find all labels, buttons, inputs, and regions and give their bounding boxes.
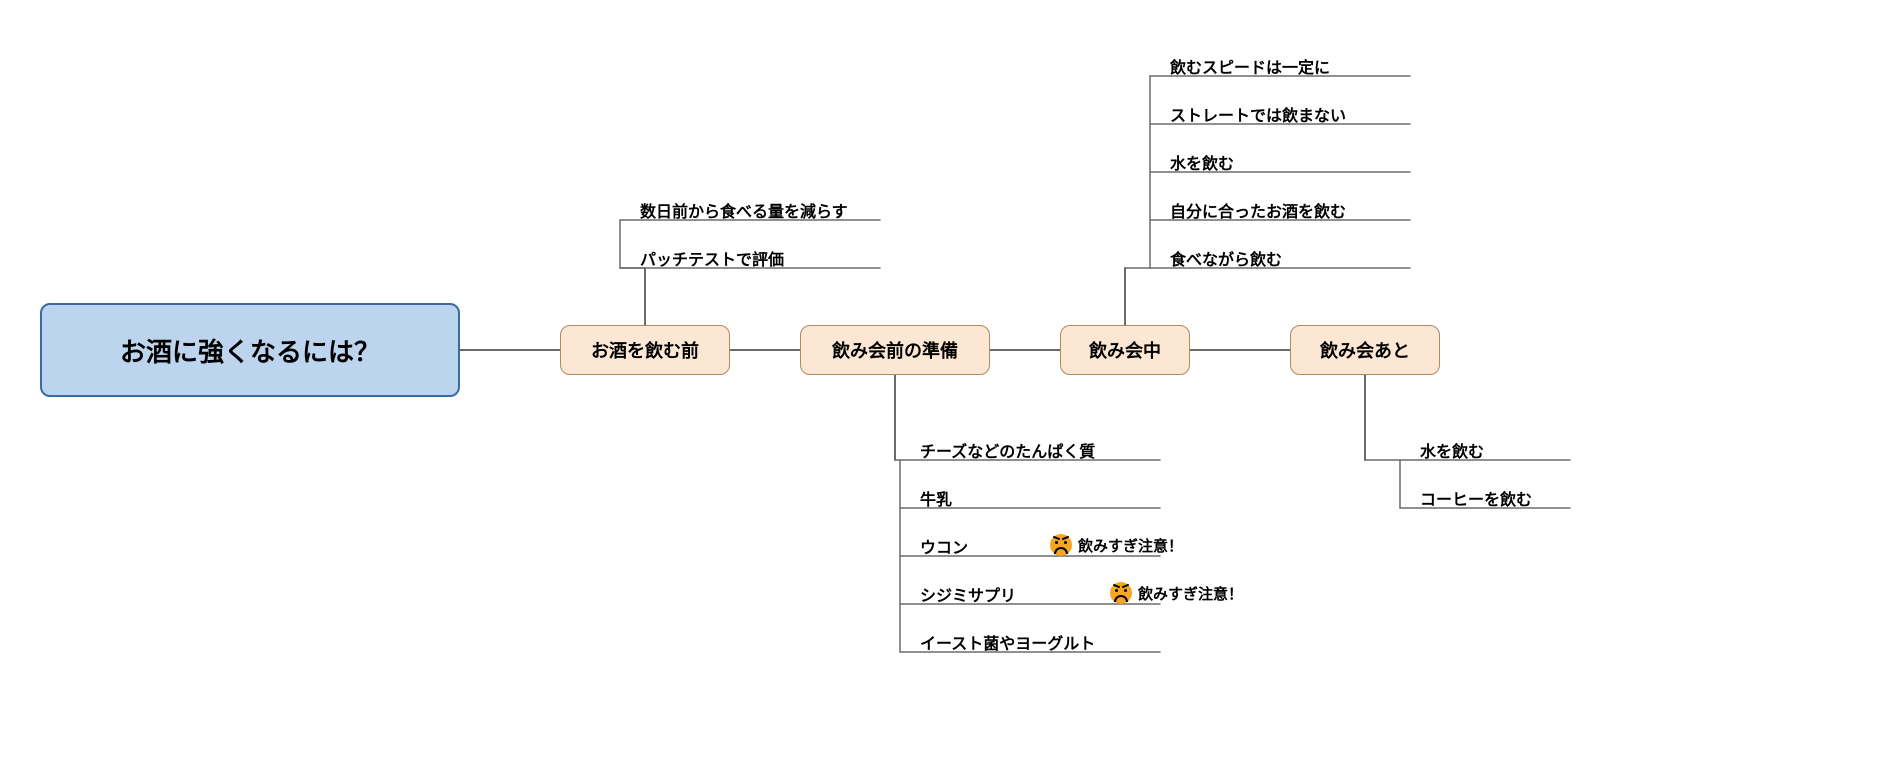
- stage-after-party: 飲み会あと: [1290, 325, 1440, 375]
- leaf-item: ウコン: [920, 534, 968, 558]
- angry-face-icon: [1110, 582, 1132, 604]
- stage-during-party: 飲み会中: [1060, 325, 1190, 375]
- leaf-item: 水を飲む: [1170, 150, 1234, 174]
- leaf-item: ストレートでは飲まない: [1170, 102, 1346, 126]
- warning-annotation: 飲みすぎ注意！: [1050, 534, 1183, 556]
- stage-label: お酒を飲む前: [591, 337, 699, 363]
- leaf-item: コーヒーを飲む: [1420, 486, 1532, 510]
- root-label: お酒に強くなるには？: [120, 332, 380, 369]
- annotation-label: 飲みすぎ注意！: [1078, 535, 1183, 556]
- mindmap-canvas: お酒に強くなるには？ お酒を飲む前 飲み会前の準備 飲み会中 飲み会あと 数日前…: [0, 0, 1888, 768]
- leaf-item: シジミサプリ: [920, 582, 1016, 606]
- stage-label: 飲み会前の準備: [832, 337, 958, 363]
- stage-label: 飲み会あと: [1320, 337, 1410, 363]
- leaf-item: 食べながら飲む: [1170, 246, 1282, 270]
- leaf-item: イースト菌やヨーグルト: [920, 630, 1095, 654]
- leaf-item: パッチテストで評価: [640, 246, 784, 270]
- warning-annotation: 飲みすぎ注意！: [1110, 582, 1243, 604]
- leaf-item: 自分に合ったお酒を飲む: [1170, 198, 1346, 222]
- root-node: お酒に強くなるには？: [40, 303, 460, 397]
- angry-face-icon: [1050, 534, 1072, 556]
- leaf-item: チーズなどのたんぱく質: [920, 438, 1095, 462]
- leaf-item: 数日前から食べる量を減らす: [640, 198, 848, 222]
- stage-before-party-prep: 飲み会前の準備: [800, 325, 990, 375]
- leaf-item: 水を飲む: [1420, 438, 1484, 462]
- stage-before-drinking: お酒を飲む前: [560, 325, 730, 375]
- annotation-label: 飲みすぎ注意！: [1138, 583, 1243, 604]
- leaf-item: 牛乳: [920, 486, 952, 510]
- leaf-item: 飲むスピードは一定に: [1170, 54, 1330, 78]
- stage-label: 飲み会中: [1089, 337, 1161, 363]
